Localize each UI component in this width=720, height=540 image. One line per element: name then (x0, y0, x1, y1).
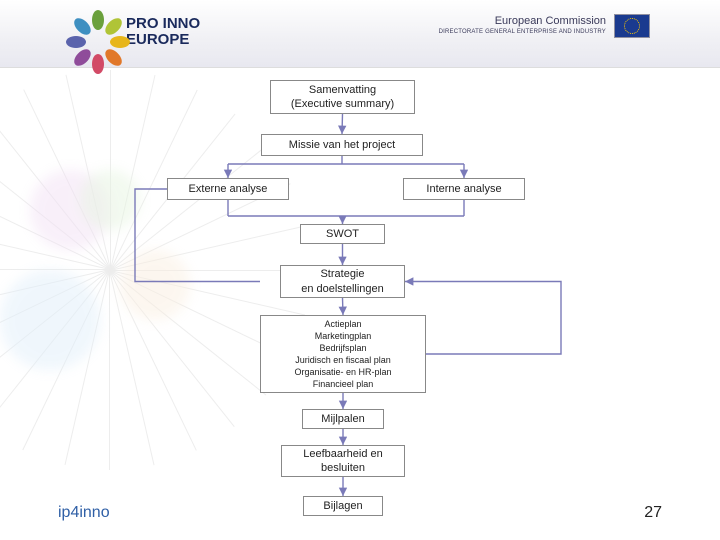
logo-text: PRO INNO EUROPE (126, 16, 200, 48)
node-externe-label: Externe analyse (189, 182, 268, 196)
node-interne: Interne analyse (403, 178, 525, 200)
node-mijlpalen-label: Mijlpalen (321, 412, 364, 426)
node-bijlagen: Bijlagen (303, 496, 383, 516)
header-bar: PRO INNO EUROPE European Commission DIRE… (0, 0, 720, 68)
node-actieplan: Actieplan Marketingplan Bedrijfsplan Jur… (260, 315, 426, 393)
eu-flag-icon (614, 14, 650, 38)
node-samenvatting-label: Samenvatting (Executive summary) (291, 83, 394, 112)
ec-text: European Commission DIRECTORATE GENERAL … (439, 15, 606, 36)
node-leefbaarheid: Leefbaarheid en besluiten (281, 445, 405, 477)
logo-left: PRO INNO EUROPE (78, 12, 200, 52)
ec-line1: European Commission (439, 15, 606, 29)
logo-text-line1: PRO INNO (126, 15, 200, 32)
node-strategie: Strategie en doelstellingen (280, 265, 405, 298)
node-swot: SWOT (300, 224, 385, 244)
flowchart: Samenvatting (Executive summary) Missie v… (0, 72, 720, 508)
logo-text-line2: EUROPE (126, 31, 189, 48)
node-missie: Missie van het project (261, 134, 423, 156)
node-interne-label: Interne analyse (426, 182, 501, 196)
node-mijlpalen: Mijlpalen (302, 409, 384, 429)
logo-right: European Commission DIRECTORATE GENERAL … (439, 14, 650, 38)
node-externe: Externe analyse (167, 178, 289, 200)
node-actieplan-label: Actieplan Marketingplan Bedrijfsplan Jur… (294, 318, 391, 391)
node-swot-label: SWOT (326, 227, 359, 241)
node-samenvatting: Samenvatting (Executive summary) (270, 80, 415, 114)
node-bijlagen-label: Bijlagen (323, 499, 362, 513)
node-leefbaarheid-label: Leefbaarheid en besluiten (303, 447, 383, 476)
logo-swirl-icon (78, 12, 118, 52)
ec-line2: DIRECTORATE GENERAL ENTERPRISE AND INDUS… (439, 29, 606, 37)
node-strategie-label: Strategie en doelstellingen (301, 267, 384, 296)
node-missie-label: Missie van het project (289, 138, 395, 152)
